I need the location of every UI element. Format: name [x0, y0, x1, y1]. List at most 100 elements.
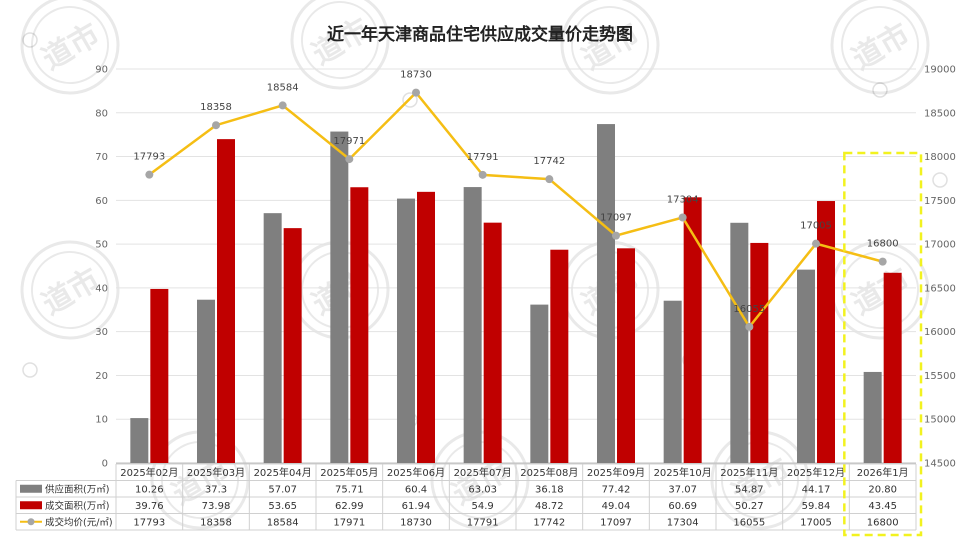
table-cell: 60.4	[405, 485, 427, 496]
y-left-tick: 0	[102, 459, 108, 470]
bar-deal	[817, 201, 835, 463]
bar-deal	[550, 249, 569, 463]
table-cell: 59.84	[802, 501, 831, 512]
price-point	[212, 121, 220, 130]
table-cell: 36.18	[535, 485, 564, 496]
y-right-tick: 15000	[924, 415, 956, 426]
price-data-label: 17742	[533, 156, 565, 167]
table-cell: 49.04	[602, 501, 631, 512]
y-left-tick: 90	[95, 65, 108, 76]
table-cell: 37.07	[668, 485, 697, 496]
legend-label: 成交均价(元/㎡)	[45, 516, 113, 528]
table-cell: 75.71	[335, 485, 364, 496]
table-cell: 48.72	[535, 501, 564, 512]
watermark-ring	[290, 0, 390, 90]
bar-supply	[330, 131, 349, 463]
legend-label: 成交面积(万㎡)	[45, 500, 109, 512]
y-right-tick: 18000	[924, 152, 956, 163]
price-point	[478, 170, 487, 179]
watermark-logo: 道市	[20, 240, 120, 340]
watermark-text: 道市	[847, 262, 916, 322]
x-category-label: 2025年11月	[720, 466, 778, 479]
legend-key	[20, 484, 42, 493]
table-cell: 54.9	[472, 501, 494, 512]
watermark-ring	[30, 251, 109, 329]
y-right-tick: 16000	[924, 327, 956, 338]
bar-deal	[417, 191, 435, 463]
price-data-label: 18358	[200, 102, 232, 113]
table-cell: 17793	[133, 518, 165, 529]
table-cell: 17791	[467, 518, 499, 529]
table-cell: 17742	[533, 518, 565, 529]
watermark-ring	[441, 441, 519, 519]
watermark-ring	[30, 5, 109, 84]
table-cell: 39.76	[135, 501, 164, 512]
y-right-tick: 14500	[924, 459, 956, 470]
price-point	[678, 213, 687, 222]
price-point	[145, 170, 154, 179]
bar-supply	[463, 187, 482, 463]
highlight-box	[843, 151, 923, 537]
price-point	[412, 88, 420, 97]
table-cell: 17304	[667, 518, 699, 529]
watermark-ring	[430, 430, 530, 530]
bar-supply	[797, 269, 815, 463]
price-data-label: 17097	[600, 213, 632, 224]
x-category-label: 2025年06月	[387, 466, 445, 479]
price-data-label: 18730	[400, 70, 432, 81]
bar-supply	[597, 124, 615, 463]
table-cell: 20.80	[868, 485, 897, 496]
y-left-tick: 70	[95, 152, 108, 163]
price-data-label: 17793	[133, 152, 165, 163]
price-point	[278, 101, 287, 110]
bar-deal	[350, 187, 369, 463]
bar-supply	[397, 198, 415, 464]
bar-deal	[283, 228, 302, 463]
bar-supply	[263, 213, 282, 463]
bar-supply	[663, 300, 682, 463]
bar-deal	[217, 139, 235, 463]
table-cell: 44.17	[802, 485, 831, 496]
table-cell: 17005	[800, 518, 832, 529]
watermark-logo: 道市	[830, 0, 930, 95]
table-cell: 10.26	[135, 485, 164, 496]
watermark-text: 道市	[577, 17, 646, 77]
price-point	[612, 231, 620, 240]
bar-deal	[617, 248, 635, 463]
table-cell: 18730	[400, 518, 432, 529]
table-cell: 77.42	[602, 485, 631, 496]
bar-deal	[683, 197, 702, 463]
table-cell: 16800	[867, 518, 899, 529]
y-left-tick: 10	[95, 415, 108, 426]
watermark-dot	[932, 172, 948, 188]
y-left-tick: 30	[95, 327, 108, 338]
price-data-label: 17005	[800, 221, 832, 232]
bar-supply	[863, 371, 882, 463]
x-category-label: 2025年03月	[187, 466, 245, 479]
table-cell: 57.07	[268, 485, 297, 496]
y-right-tick: 18500	[924, 108, 956, 119]
x-category-label: 2025年08月	[520, 466, 578, 479]
table-cell: 73.98	[202, 501, 231, 512]
y-left-tick: 40	[95, 283, 108, 294]
table-cell: 18584	[267, 518, 299, 529]
chart-title: 近一年天津商品住宅供应成交量价走势图	[327, 25, 633, 45]
watermark-dot	[872, 82, 888, 98]
price-point	[745, 322, 754, 331]
watermark-text: 道市	[847, 17, 916, 77]
watermark-logo: 道市	[560, 0, 660, 95]
price-point	[345, 155, 354, 164]
y-left-tick: 50	[95, 240, 108, 251]
x-category-label: 2025年04月	[254, 466, 312, 479]
watermark-logo: 道市	[20, 0, 120, 95]
watermark-dot	[402, 92, 418, 108]
watermark-ring	[20, 240, 120, 340]
table-cell: 17971	[333, 518, 365, 529]
y-left-tick: 80	[95, 108, 108, 119]
price-data-label: 17304	[667, 194, 699, 205]
price-data-label: 18584	[267, 82, 299, 93]
table-cell: 54.87	[735, 485, 764, 496]
table-cell: 18358	[200, 518, 232, 529]
price-line	[148, 90, 883, 330]
